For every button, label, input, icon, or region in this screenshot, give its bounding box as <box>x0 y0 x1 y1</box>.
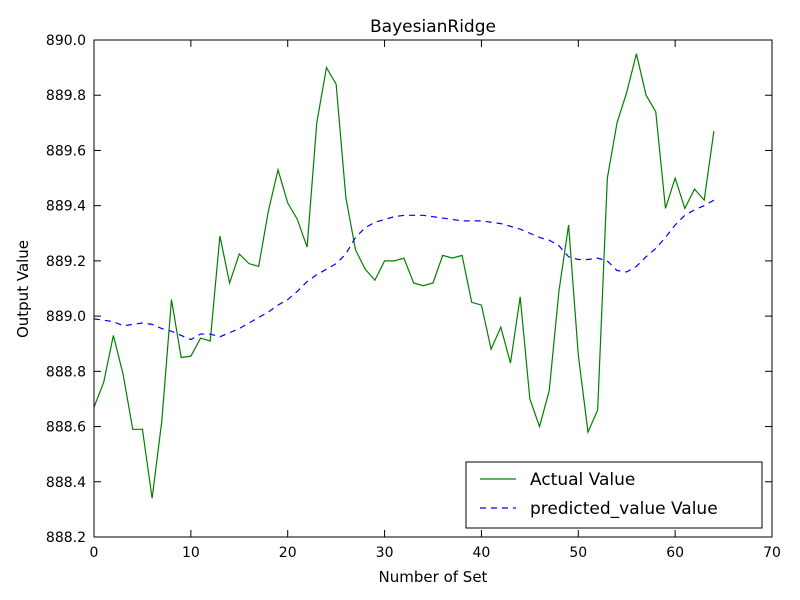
y-tick-label: 889.6 <box>46 143 86 159</box>
legend-label: predicted_value Value <box>530 499 718 519</box>
x-tick-label: 50 <box>569 545 587 561</box>
legend-box <box>465 461 763 529</box>
y-tick-label: 889.4 <box>46 199 86 215</box>
y-tick-label: 889.8 <box>46 88 86 104</box>
x-tick-label: 10 <box>182 545 200 561</box>
y-tick-label: 888.6 <box>46 420 86 436</box>
actual-value-line <box>93 53 715 499</box>
x-tick-label: 40 <box>473 545 491 561</box>
x-tick-label: 70 <box>763 545 781 561</box>
chart-title: BayesianRidge <box>370 17 496 37</box>
y-axis: 888.2 888.4 888.6 888.8 889.0 889.2 889.4 889.6… <box>46 33 772 546</box>
y-tick-label: 888.8 <box>46 364 86 380</box>
x-tick-label: 30 <box>376 545 394 561</box>
y-tick-label: 889.2 <box>46 254 86 270</box>
y-tick-label: 888.2 <box>46 530 86 546</box>
plot-frame <box>93 39 773 538</box>
x-axis-label: Number of Set <box>379 568 488 586</box>
legend: Actual Value predicted_value Value <box>465 461 763 529</box>
y-tick-label: 890.0 <box>46 33 86 49</box>
x-tick-label: 20 <box>279 545 297 561</box>
x-axis: 0 10 20 30 40 50 60 70 <box>90 40 781 561</box>
plot-series <box>93 53 715 499</box>
y-tick-label: 888.4 <box>46 475 86 491</box>
x-tick-label: 60 <box>666 545 684 561</box>
legend-label: Actual Value <box>530 470 635 490</box>
y-tick-label: 889.0 <box>46 309 86 325</box>
y-axis-label: Output Value <box>14 240 32 338</box>
predicted-value-line <box>93 199 715 341</box>
x-tick-label: 0 <box>90 545 99 561</box>
